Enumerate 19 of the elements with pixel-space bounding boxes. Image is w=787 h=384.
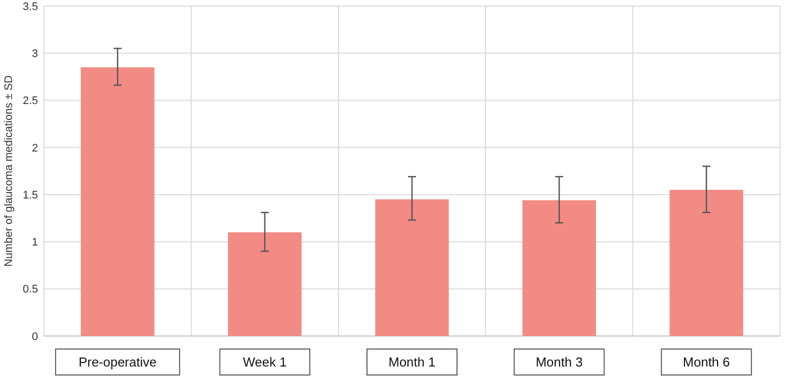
x-tick-label: Week 1 xyxy=(242,354,287,370)
y-axis-title: Number of glaucoma medications ± SD xyxy=(3,75,15,267)
bar xyxy=(80,67,154,336)
y-tick-label: 2 xyxy=(32,142,38,154)
bar xyxy=(228,232,302,336)
y-tick-label: 0.5 xyxy=(22,284,38,296)
y-tick-label: 1 xyxy=(32,236,38,249)
x-tick-label: Pre-operative xyxy=(78,354,157,370)
x-tick-label: Month 1 xyxy=(388,354,436,370)
x-tick-label: Month 3 xyxy=(536,354,583,370)
y-tick-label: 2.5 xyxy=(22,95,38,108)
y-tick-label: 1.5 xyxy=(22,189,38,202)
y-tick-label: 0 xyxy=(32,330,38,343)
y-tick-label: 3.5 xyxy=(22,0,38,13)
x-tick-label: Month 6 xyxy=(682,354,730,370)
bar xyxy=(670,190,744,336)
bar xyxy=(375,199,449,336)
y-tick-label: 3 xyxy=(32,48,38,60)
bar xyxy=(522,200,596,336)
